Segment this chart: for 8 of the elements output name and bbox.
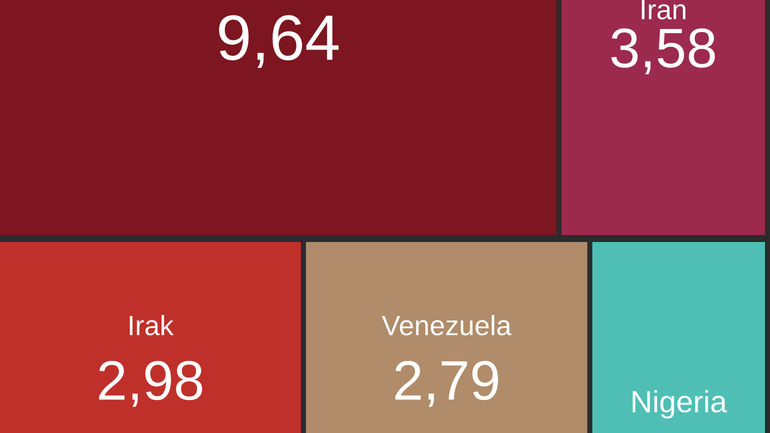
data-label: 3,58 [611,28,715,74]
category-label: Irak [130,315,174,336]
category-label: Nigeria [632,390,728,419]
category-label: Iran [642,0,686,20]
data-label: 2,79 [395,360,498,407]
data-label: 2,98 [99,360,202,407]
data-label: 9,64 [219,15,339,68]
category-label: Venezuela [382,315,512,336]
